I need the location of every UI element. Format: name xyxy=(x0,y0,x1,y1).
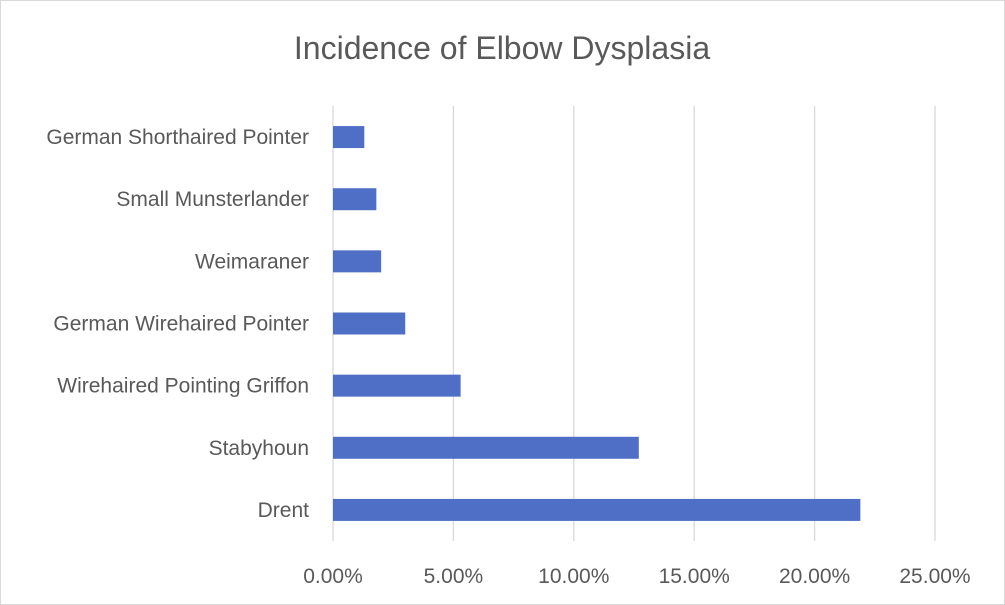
x-tick-label: 20.00% xyxy=(779,565,850,588)
chart-title: Incidence of Elbow Dysplasia xyxy=(294,30,710,66)
x-tick-label: 10.00% xyxy=(538,565,609,588)
category-label: German Wirehaired Pointer xyxy=(53,313,309,336)
bar xyxy=(333,312,406,335)
bar xyxy=(333,374,461,397)
category-label: Stabyhoun xyxy=(209,437,309,460)
category-labels: German Shorthaired Pointer Small Munsterl… xyxy=(46,126,309,522)
bar xyxy=(333,436,639,459)
x-tick-label: 0.00% xyxy=(303,565,363,588)
bar xyxy=(333,188,377,211)
bar xyxy=(333,498,861,521)
category-label: Weimaraner xyxy=(195,250,309,273)
x-tick-labels: 0.00% 5.00% 10.00% 15.00% 20.00% 25.00% xyxy=(303,565,970,588)
gridlines xyxy=(332,106,936,541)
x-tick-label: 15.00% xyxy=(659,565,730,588)
x-tick-label: 25.00% xyxy=(899,565,970,588)
category-label: Wirehaired Pointing Griffon xyxy=(57,375,309,398)
bars xyxy=(333,126,861,521)
category-label: Drent xyxy=(258,499,310,522)
bar xyxy=(333,250,382,273)
category-label: Small Munsterlander xyxy=(116,188,309,211)
category-label: German Shorthaired Pointer xyxy=(46,126,309,149)
bar xyxy=(333,126,365,149)
x-tick-label: 5.00% xyxy=(424,565,484,588)
